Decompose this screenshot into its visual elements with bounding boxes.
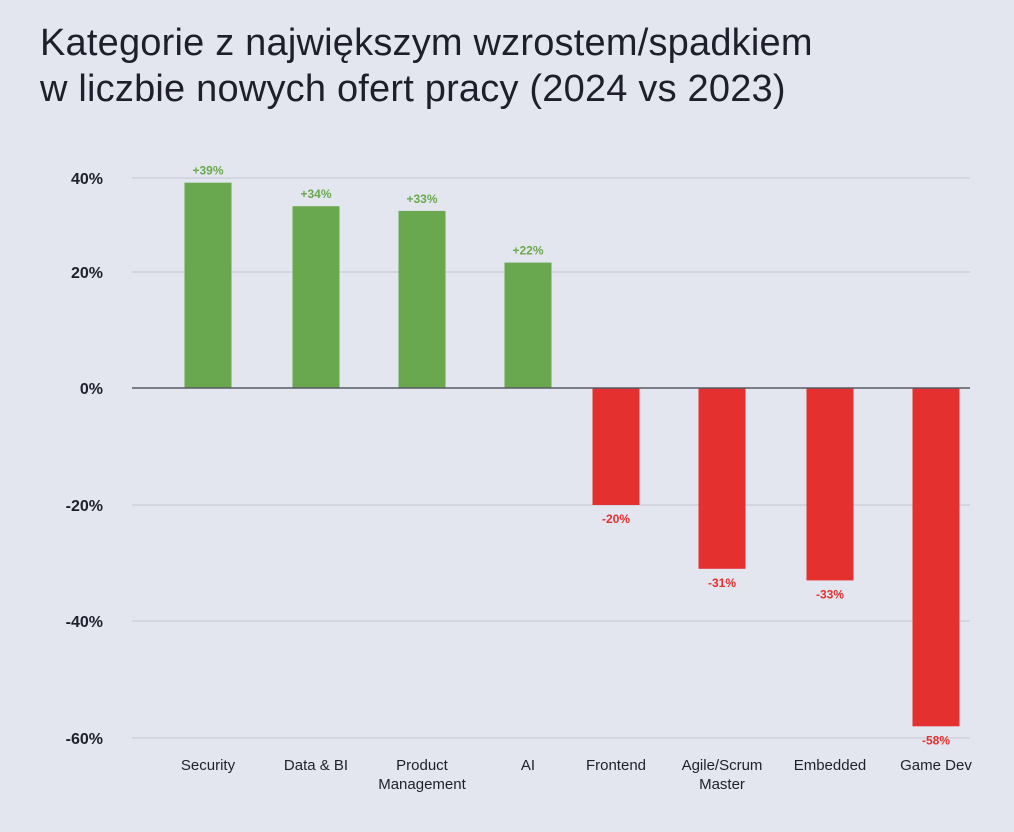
x-tick-label: Data & BI (284, 757, 348, 774)
bar (184, 182, 232, 388)
x-tick-label: Frontend (586, 757, 646, 774)
y-tick-label: 0% (80, 381, 103, 398)
x-tick-label: Security (181, 757, 236, 774)
data-label: +34% (300, 187, 331, 201)
chart-title-line-1: Kategorie z największym wzrostem/spadkie… (40, 22, 813, 64)
data-label: +39% (192, 164, 223, 178)
data-label: -20% (602, 512, 630, 526)
data-label: -33% (816, 587, 844, 601)
data-label: -31% (708, 576, 736, 590)
bar (504, 262, 552, 388)
chart-title: Kategorie z największym wzrostem/spadkie… (40, 20, 1000, 112)
data-label: -58% (922, 733, 950, 747)
x-tick-label: Product Management (378, 757, 466, 793)
data-label: +33% (406, 192, 437, 206)
bar (912, 388, 960, 727)
y-tick-label: 20% (71, 265, 103, 282)
chart-title-line-2: w liczbie nowych ofert pracy (2024 vs 20… (40, 68, 786, 110)
x-tick-label: AI (521, 757, 535, 774)
y-tick-label: -40% (66, 614, 103, 631)
data-label: +22% (512, 244, 543, 258)
bar (398, 210, 446, 388)
bar (292, 206, 340, 388)
y-tick-label: -20% (66, 498, 103, 515)
x-tick-label: Embedded (794, 757, 867, 774)
bar (698, 388, 746, 569)
bar (592, 388, 640, 505)
x-tick-label: Game Dev (900, 757, 972, 774)
y-tick-label: 40% (71, 171, 103, 188)
bar (806, 388, 854, 581)
y-tick-label: -60% (66, 731, 103, 748)
x-tick-label: Agile/Scrum Master (682, 757, 763, 793)
